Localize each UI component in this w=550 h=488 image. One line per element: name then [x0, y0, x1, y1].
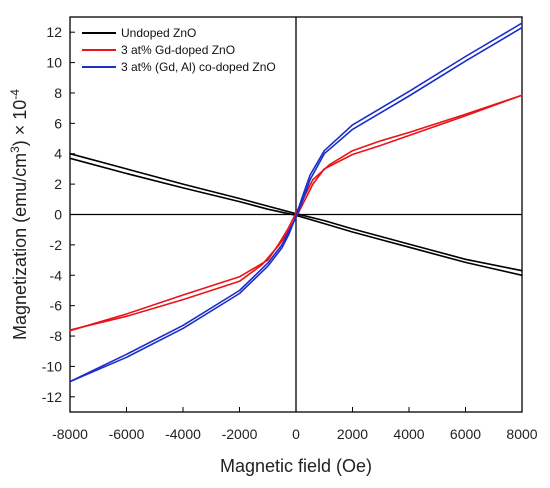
y-axis-title-mid: ) × 10: [10, 100, 30, 147]
y-tick-label: 0: [54, 207, 62, 223]
y-tick-label: -6: [50, 298, 63, 314]
legend-label-2: 3 at% (Gd, Al) co-doped ZnO: [121, 60, 276, 74]
y-tick-label: -4: [50, 267, 63, 283]
x-tick-label: 2000: [337, 426, 368, 442]
x-tick-label: -2000: [222, 426, 258, 442]
y-axis-title: Magnetization (emu/cm3) × 10-4: [8, 89, 30, 340]
legend-label-0: Undoped ZnO: [121, 26, 196, 40]
y-tick-label: -12: [42, 389, 62, 405]
x-tick-label: -6000: [109, 426, 145, 442]
x-tick-label: 8000: [506, 426, 537, 442]
x-axis-title: Magnetic field (Oe): [220, 456, 372, 476]
y-tick-label: 2: [54, 176, 62, 192]
y-tick-label: 4: [54, 146, 62, 162]
y-tick-label: 12: [46, 24, 62, 40]
y-tick-label: -10: [42, 358, 62, 374]
y-axis-title-sup1: 3: [8, 146, 22, 153]
y-axis-title-sup2: -4: [8, 89, 22, 100]
x-tick-label: 6000: [450, 426, 481, 442]
y-tick-label: 10: [46, 55, 62, 71]
y-tick-label: 6: [54, 115, 62, 131]
y-axis-title-main: Magnetization (emu/cm: [10, 153, 30, 340]
legend-label-1: 3 at% Gd-doped ZnO: [121, 43, 235, 57]
x-tick-label: 4000: [393, 426, 424, 442]
legend: Undoped ZnO 3 at% Gd-doped ZnO 3 at% (Gd, …: [82, 26, 276, 74]
series-2-branch-0-line: [69, 26, 523, 383]
y-tick-label: -2: [50, 237, 63, 253]
series-layer: [69, 22, 523, 383]
series-2-branch-1-line: [69, 22, 523, 383]
x-tick-label: -8000: [52, 426, 88, 442]
x-tick-label: -4000: [165, 426, 201, 442]
ticks-group: -8000 -6000 -4000 -2000 0 2000 4000 6000 8000 -12…: [42, 24, 538, 442]
y-tick-label: 8: [54, 85, 62, 101]
y-tick-label: -8: [50, 328, 63, 344]
x-tick-label: 0: [292, 426, 300, 442]
series-1-branch-0-line: [69, 94, 523, 331]
